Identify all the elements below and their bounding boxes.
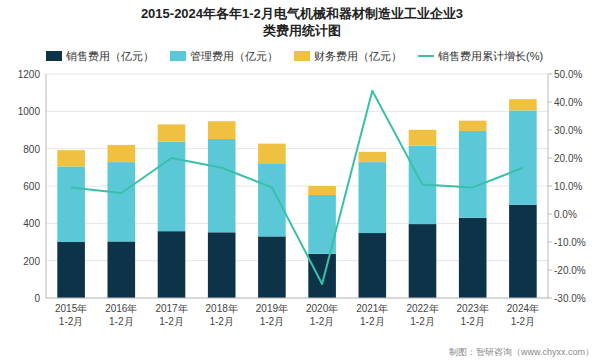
y2-tick bbox=[548, 270, 552, 271]
bar-segment bbox=[208, 121, 236, 139]
grid bbox=[46, 74, 548, 298]
bar-segment bbox=[208, 139, 236, 232]
y2-tick bbox=[548, 158, 552, 159]
y2-tick-label: 0.0% bbox=[554, 209, 577, 220]
legend-swatch bbox=[418, 55, 434, 57]
bar-segment bbox=[57, 150, 85, 166]
bar-segment bbox=[459, 131, 487, 218]
bar-segment bbox=[358, 162, 386, 233]
bar-segment bbox=[158, 231, 186, 298]
legend-label: 销售费用（亿元） bbox=[65, 50, 154, 62]
y2-tick bbox=[548, 74, 552, 75]
y-tick-label: 800 bbox=[23, 144, 40, 155]
bar-segment bbox=[107, 145, 135, 162]
chart: 2015-2024年各年1-2月电气机械和器材制造业工业企业3类费用统计图 0 20… bbox=[0, 0, 604, 361]
legend-label: 管理费用（亿元） bbox=[190, 50, 278, 62]
growth-line bbox=[71, 91, 523, 284]
bar-segment bbox=[158, 142, 186, 232]
x-tick-label: 2022年1-2月 bbox=[406, 303, 438, 327]
y2-tick bbox=[548, 186, 552, 187]
bar-segment bbox=[258, 236, 286, 298]
y-tick-label: 1000 bbox=[18, 106, 41, 117]
y-axis-line bbox=[46, 74, 47, 298]
bar-segment bbox=[358, 233, 386, 298]
bar-segment bbox=[308, 254, 336, 298]
y2-tick-label: -30.0% bbox=[554, 293, 586, 304]
y2-tick-label: 40.0% bbox=[554, 97, 582, 108]
x-tick-label: 2023年1-2月 bbox=[457, 303, 489, 327]
grid-line bbox=[46, 111, 548, 112]
y2-tick bbox=[548, 242, 552, 243]
legend-swatch bbox=[46, 51, 62, 61]
legend-swatch bbox=[170, 51, 186, 61]
bar-segment bbox=[107, 241, 135, 298]
bar-segment bbox=[509, 110, 537, 204]
x-tick-label: 2024年1-2月 bbox=[507, 303, 539, 327]
bar-segment bbox=[57, 166, 85, 242]
bar-segment bbox=[308, 186, 336, 195]
bar-segment bbox=[208, 232, 236, 298]
y2-tick bbox=[548, 214, 552, 215]
bar-segment bbox=[509, 99, 537, 110]
grid-line bbox=[46, 74, 548, 75]
bar-segment bbox=[409, 224, 437, 298]
y2-axis-line bbox=[548, 74, 549, 298]
bar-segment bbox=[158, 124, 186, 141]
x-tick-label: 2019年1-2月 bbox=[256, 303, 288, 327]
y2-tick-label: 10.0% bbox=[554, 181, 582, 192]
y2-tick bbox=[548, 130, 552, 131]
y2-tick-label: -20.0% bbox=[554, 265, 586, 276]
y-tick-label: 600 bbox=[23, 181, 40, 192]
legend-label: 财务费用（亿元） bbox=[314, 50, 402, 62]
y-tick-label: 1200 bbox=[18, 69, 41, 80]
bar-segment bbox=[57, 242, 85, 298]
y2-tick bbox=[548, 102, 552, 103]
legend-swatch bbox=[294, 51, 310, 61]
bar-segment bbox=[409, 130, 437, 146]
x-tick-label: 2015年1-2月 bbox=[55, 303, 87, 327]
y2-tick-label: 50.0% bbox=[554, 69, 582, 80]
grid-line bbox=[46, 298, 548, 299]
x-tick-label: 2016年1-2月 bbox=[105, 303, 137, 327]
x-axis-line bbox=[46, 298, 548, 299]
title: 2015-2024年各年1-2月电气机械和器材制造业工业企业3类费用统计图 bbox=[141, 6, 463, 38]
y-tick-label: 0 bbox=[34, 293, 40, 304]
bar-segment bbox=[459, 121, 487, 131]
y-tick-label: 400 bbox=[23, 218, 40, 229]
footer-note: 制图：智研咨询（www.chyxx.com） bbox=[449, 347, 594, 357]
y2-tick-label: -10.0% bbox=[554, 237, 586, 248]
x-tick-label: 2021年1-2月 bbox=[356, 303, 388, 327]
y2-tick-label: 20.0% bbox=[554, 153, 582, 164]
x-tick-label: 2017年1-2月 bbox=[155, 303, 187, 327]
legend-label: 销售费用累计增长(%) bbox=[437, 50, 543, 62]
bar-segment bbox=[358, 152, 386, 162]
legend: 销售费用（亿元） 管理费用（亿元） 财务费用（亿元） 销售费用累计增长(%) bbox=[46, 50, 543, 62]
bar-segment bbox=[509, 205, 537, 298]
bar-segment bbox=[258, 163, 286, 236]
bar-segment bbox=[107, 162, 135, 241]
y-tick-label: 200 bbox=[23, 256, 40, 267]
y2-tick bbox=[548, 298, 552, 299]
x-tick-label: 2020年1-2月 bbox=[306, 303, 338, 327]
bar-segment bbox=[459, 218, 487, 298]
marks bbox=[57, 91, 536, 298]
x-tick-label: 2018年1-2月 bbox=[206, 303, 238, 327]
bar-segment bbox=[258, 144, 286, 164]
y2-tick-label: 30.0% bbox=[554, 125, 582, 136]
